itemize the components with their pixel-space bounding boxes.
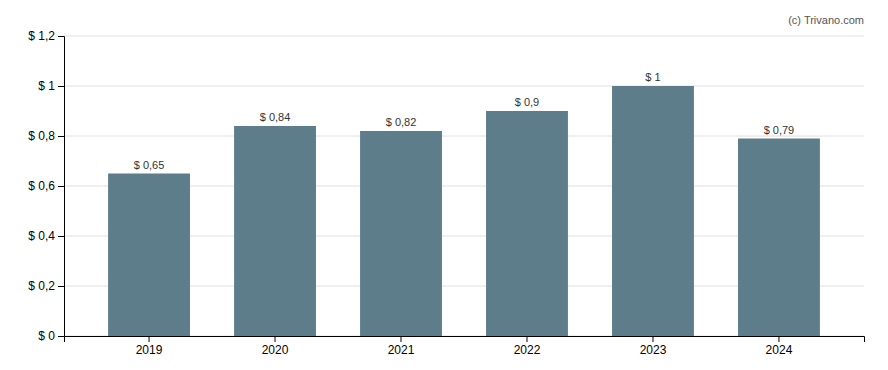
chart: 201920202021202220232024$ 0$ 0,2$ 0,4$ 0… — [0, 0, 888, 370]
bar — [486, 111, 568, 336]
x-axis: 2019 2020 2021 2022 2023 2024 — [65, 336, 865, 357]
tick-mark — [275, 336, 276, 342]
grid — [64, 36, 864, 336]
tick-mark — [58, 136, 64, 137]
tick-label: $ 0,4 — [28, 229, 55, 243]
watermark: (c) Trivano.com — [788, 14, 864, 26]
tick-mark — [401, 336, 402, 342]
data-label: $ 0,9 — [515, 96, 539, 108]
tick-mark — [58, 336, 64, 337]
bar — [738, 139, 820, 337]
tick-label: $ 1 — [38, 79, 55, 93]
data-label: $ 0,82 — [386, 116, 417, 128]
annotations: (c) Trivano.com — [788, 14, 864, 26]
tick-mark — [58, 36, 64, 37]
axis-line — [58, 37, 65, 337]
bars — [108, 86, 820, 336]
x-tick: 2023 — [640, 336, 667, 357]
bar — [108, 174, 190, 337]
data-labels: $ 0,65 $ 0,84 $ 0,82 $ 0,9 $ 1 $ 0,79 — [134, 71, 795, 171]
y-tick: $ 0,2 — [28, 279, 64, 293]
tick-label: 2022 — [514, 343, 541, 357]
plot: 201920202021202220232024$ 0$ 0,2$ 0,4$ 0… — [28, 29, 864, 356]
grid-line — [64, 86, 864, 87]
axis-line — [65, 337, 865, 343]
data-label: $ 1 — [645, 71, 660, 83]
bar — [234, 126, 316, 336]
bar — [612, 86, 694, 336]
tick-label: 2024 — [766, 343, 793, 357]
data-label: $ 0,84 — [260, 111, 291, 123]
tick-label: 2023 — [640, 343, 667, 357]
tick-label: $ 1,2 — [28, 29, 55, 43]
tick-mark — [526, 336, 527, 342]
tick-mark — [778, 336, 779, 342]
y-tick: $ 0,6 — [28, 179, 64, 193]
tick-label: $ 0,2 — [28, 279, 55, 293]
x-tick: 2019 — [136, 336, 163, 357]
data-label: $ 0,65 — [134, 159, 165, 171]
tick-label: 2020 — [262, 343, 289, 357]
data-label: $ 0,79 — [764, 124, 795, 136]
tick-mark — [58, 286, 64, 287]
tick-label: 2021 — [388, 343, 415, 357]
tick-mark — [149, 336, 150, 342]
y-tick: $ 0,4 — [28, 229, 64, 243]
tick-label: $ 0,8 — [28, 129, 55, 143]
y-tick: $ 0,8 — [28, 129, 64, 143]
y-tick: $ 0 — [38, 329, 64, 343]
tick-mark — [58, 186, 64, 187]
y-tick: $ 1 — [38, 79, 64, 93]
x-tick: 2024 — [766, 336, 793, 357]
x-tick: 2022 — [514, 336, 541, 357]
tick-mark — [652, 336, 653, 342]
tick-mark — [58, 236, 64, 237]
x-tick: 2021 — [388, 336, 415, 357]
tick-mark — [58, 86, 64, 87]
x-tick: 2020 — [262, 336, 289, 357]
tick-label: $ 0,6 — [28, 179, 55, 193]
y-tick: $ 1,2 — [28, 29, 64, 43]
grid-line — [64, 136, 864, 137]
y-axis: $ 0 $ 0,2 $ 0,4 $ 0,6 $ 0,8 $ 1 $ 1,2 — [28, 29, 64, 343]
tick-label: $ 0 — [38, 329, 55, 343]
grid-line — [64, 36, 864, 37]
bar — [360, 131, 442, 336]
tick-label: 2019 — [136, 343, 163, 357]
